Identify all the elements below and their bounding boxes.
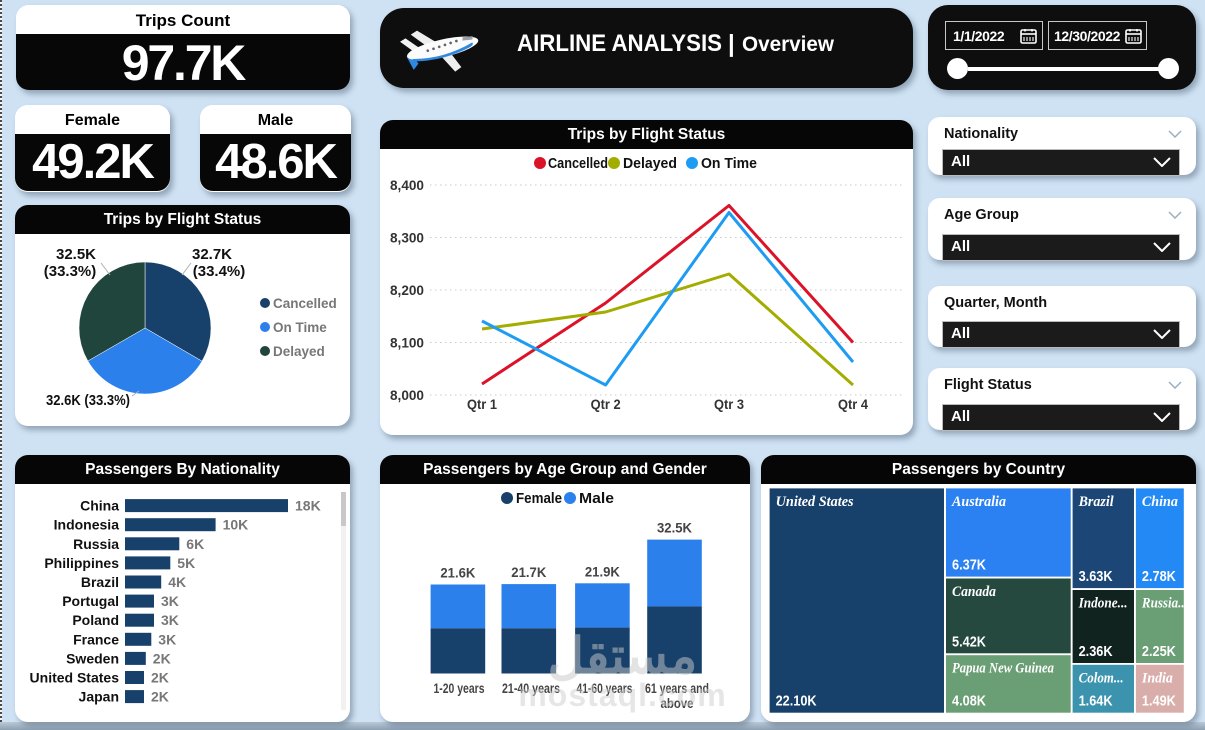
- svg-text:5.42K: 5.42K: [952, 634, 986, 650]
- svg-text:(33.4%): (33.4%): [193, 263, 246, 280]
- svg-text:On Time: On Time: [273, 320, 327, 335]
- svg-text:10K: 10K: [223, 517, 249, 533]
- svg-text:18K: 18K: [295, 498, 321, 514]
- svg-text:32.5K: 32.5K: [657, 520, 692, 536]
- svg-text:Portugal: Portugal: [62, 593, 119, 609]
- svg-text:Delayed: Delayed: [273, 344, 325, 359]
- svg-text:AIRLINE ANALYSIS: AIRLINE ANALYSIS: [517, 30, 722, 57]
- svg-text:21.7K: 21.7K: [511, 564, 546, 580]
- svg-text:21.6K: 21.6K: [440, 565, 475, 581]
- svg-text:2.25K: 2.25K: [1142, 644, 1176, 660]
- svg-text:Female: Female: [516, 490, 562, 507]
- svg-text:2.78K: 2.78K: [1142, 569, 1176, 585]
- svg-text:Russia...: Russia...: [1141, 596, 1188, 612]
- svg-text:Cancelled: Cancelled: [548, 156, 608, 172]
- svg-text:6.37K: 6.37K: [952, 558, 986, 574]
- svg-text:6K: 6K: [186, 536, 204, 552]
- svg-text:4.08K: 4.08K: [952, 694, 986, 710]
- svg-text:8,400: 8,400: [390, 177, 424, 193]
- svg-text:Colom...: Colom...: [1079, 670, 1124, 686]
- svg-text:United States: United States: [776, 494, 854, 510]
- svg-text:Qtr 4: Qtr 4: [838, 396, 868, 412]
- svg-text:3K: 3K: [158, 631, 176, 647]
- svg-text:Brazil: Brazil: [81, 574, 119, 590]
- svg-text:8,300: 8,300: [390, 230, 424, 246]
- svg-text:Philippines: Philippines: [44, 555, 119, 571]
- svg-text:2.36K: 2.36K: [1079, 644, 1113, 660]
- svg-text:above: above: [661, 695, 694, 711]
- svg-text:Poland: Poland: [72, 612, 119, 628]
- svg-text:21.9K: 21.9K: [585, 563, 620, 579]
- svg-text:Canada: Canada: [952, 584, 996, 600]
- svg-text:1.64K: 1.64K: [1079, 694, 1113, 710]
- svg-text:Qtr 2: Qtr 2: [591, 396, 621, 412]
- svg-text:United States: United States: [30, 670, 120, 686]
- svg-text:22.10K: 22.10K: [776, 694, 817, 710]
- svg-text:61 years and: 61 years and: [645, 680, 709, 696]
- svg-text:2K: 2K: [151, 670, 169, 686]
- svg-text:China: China: [1142, 494, 1178, 510]
- svg-text:2K: 2K: [151, 689, 169, 705]
- svg-text:Delayed: Delayed: [623, 156, 677, 172]
- svg-text:8,000: 8,000: [390, 387, 424, 403]
- svg-text:Overview: Overview: [742, 32, 834, 56]
- svg-text:Indonesia: Indonesia: [54, 517, 120, 533]
- svg-text:32.7K: 32.7K: [192, 246, 232, 263]
- svg-text:Japan: Japan: [79, 689, 119, 705]
- svg-text:India: India: [1141, 670, 1173, 686]
- svg-text:4K: 4K: [168, 574, 186, 590]
- svg-text:Papua New Guinea: Papua New Guinea: [952, 661, 1054, 677]
- svg-text:Male: Male: [579, 490, 614, 507]
- svg-text:21-40 years: 21-40 years: [502, 680, 560, 696]
- svg-text:8,100: 8,100: [390, 335, 424, 351]
- svg-text:41-60 years: 41-60 years: [577, 680, 633, 696]
- svg-text:|: |: [728, 31, 735, 58]
- svg-text:1.49K: 1.49K: [1142, 694, 1176, 710]
- svg-text:(33.3%): (33.3%): [44, 263, 97, 280]
- svg-text:France: France: [73, 631, 119, 647]
- svg-text:32.6K (33.3%): 32.6K (33.3%): [46, 392, 130, 409]
- svg-text:Cancelled: Cancelled: [273, 296, 337, 311]
- svg-text:Indone...: Indone...: [1078, 596, 1128, 612]
- svg-text:Australia: Australia: [951, 494, 1006, 510]
- svg-text:China: China: [80, 498, 119, 514]
- svg-text:Brazil: Brazil: [1078, 494, 1115, 510]
- svg-text:3K: 3K: [161, 612, 179, 628]
- svg-text:2K: 2K: [153, 650, 171, 666]
- svg-text:3.63K: 3.63K: [1079, 569, 1113, 585]
- svg-text:Qtr 3: Qtr 3: [714, 396, 744, 412]
- svg-text:Qtr 1: Qtr 1: [467, 396, 497, 412]
- svg-text:Russia: Russia: [73, 536, 119, 552]
- svg-text:32.5K: 32.5K: [56, 246, 96, 263]
- svg-text:Sweden: Sweden: [66, 650, 119, 666]
- svg-text:1-20 years: 1-20 years: [434, 680, 485, 696]
- svg-text:On Time: On Time: [701, 156, 757, 172]
- svg-text:3K: 3K: [161, 593, 179, 609]
- svg-text:8,200: 8,200: [390, 282, 424, 298]
- svg-text:5K: 5K: [177, 555, 195, 571]
